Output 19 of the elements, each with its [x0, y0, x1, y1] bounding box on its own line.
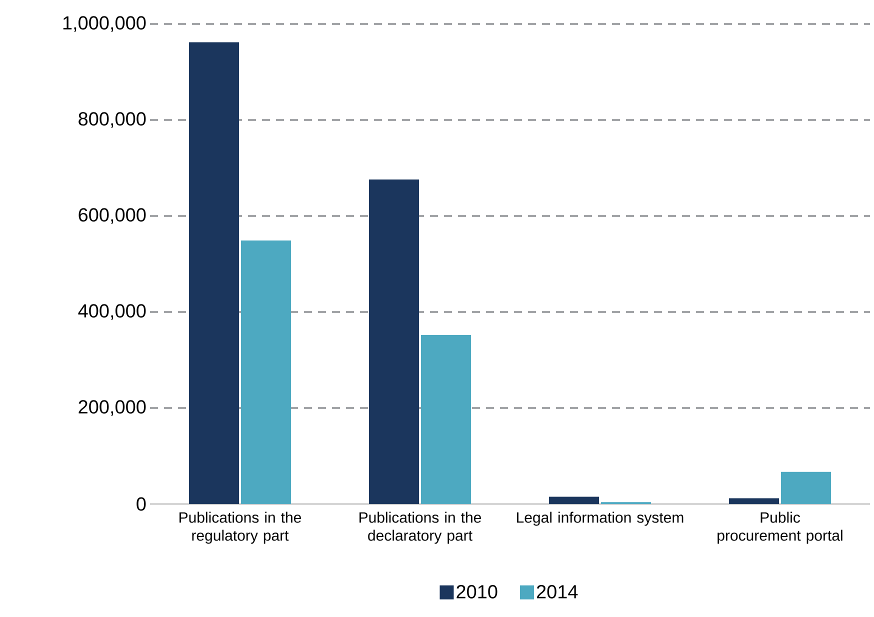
y-tick-label: 1,000,000: [63, 16, 146, 32]
bar: [729, 498, 779, 504]
x-tick-label: Publications in the regulatory part: [180, 512, 302, 544]
legend-label: 2014: [536, 584, 578, 598]
bar: [241, 240, 292, 504]
bar: [189, 42, 240, 504]
y-tick-label: 600,000: [78, 208, 146, 224]
y-tick-label: 0: [136, 497, 146, 511]
y-tick-label: 400,000: [78, 304, 146, 320]
x-tick-label: Publications in the declaratory part: [360, 512, 482, 544]
bar: [421, 335, 472, 504]
x-tick-label: Public procurement portal: [718, 512, 842, 544]
y-tick-label: 200,000: [78, 400, 146, 416]
bar: [781, 472, 831, 504]
x-tick-label: Legal information system: [517, 512, 684, 526]
y-tick-label: 800,000: [78, 112, 146, 128]
legend-label: 2010: [456, 584, 498, 598]
bar: [549, 496, 600, 504]
bar: [369, 180, 420, 504]
